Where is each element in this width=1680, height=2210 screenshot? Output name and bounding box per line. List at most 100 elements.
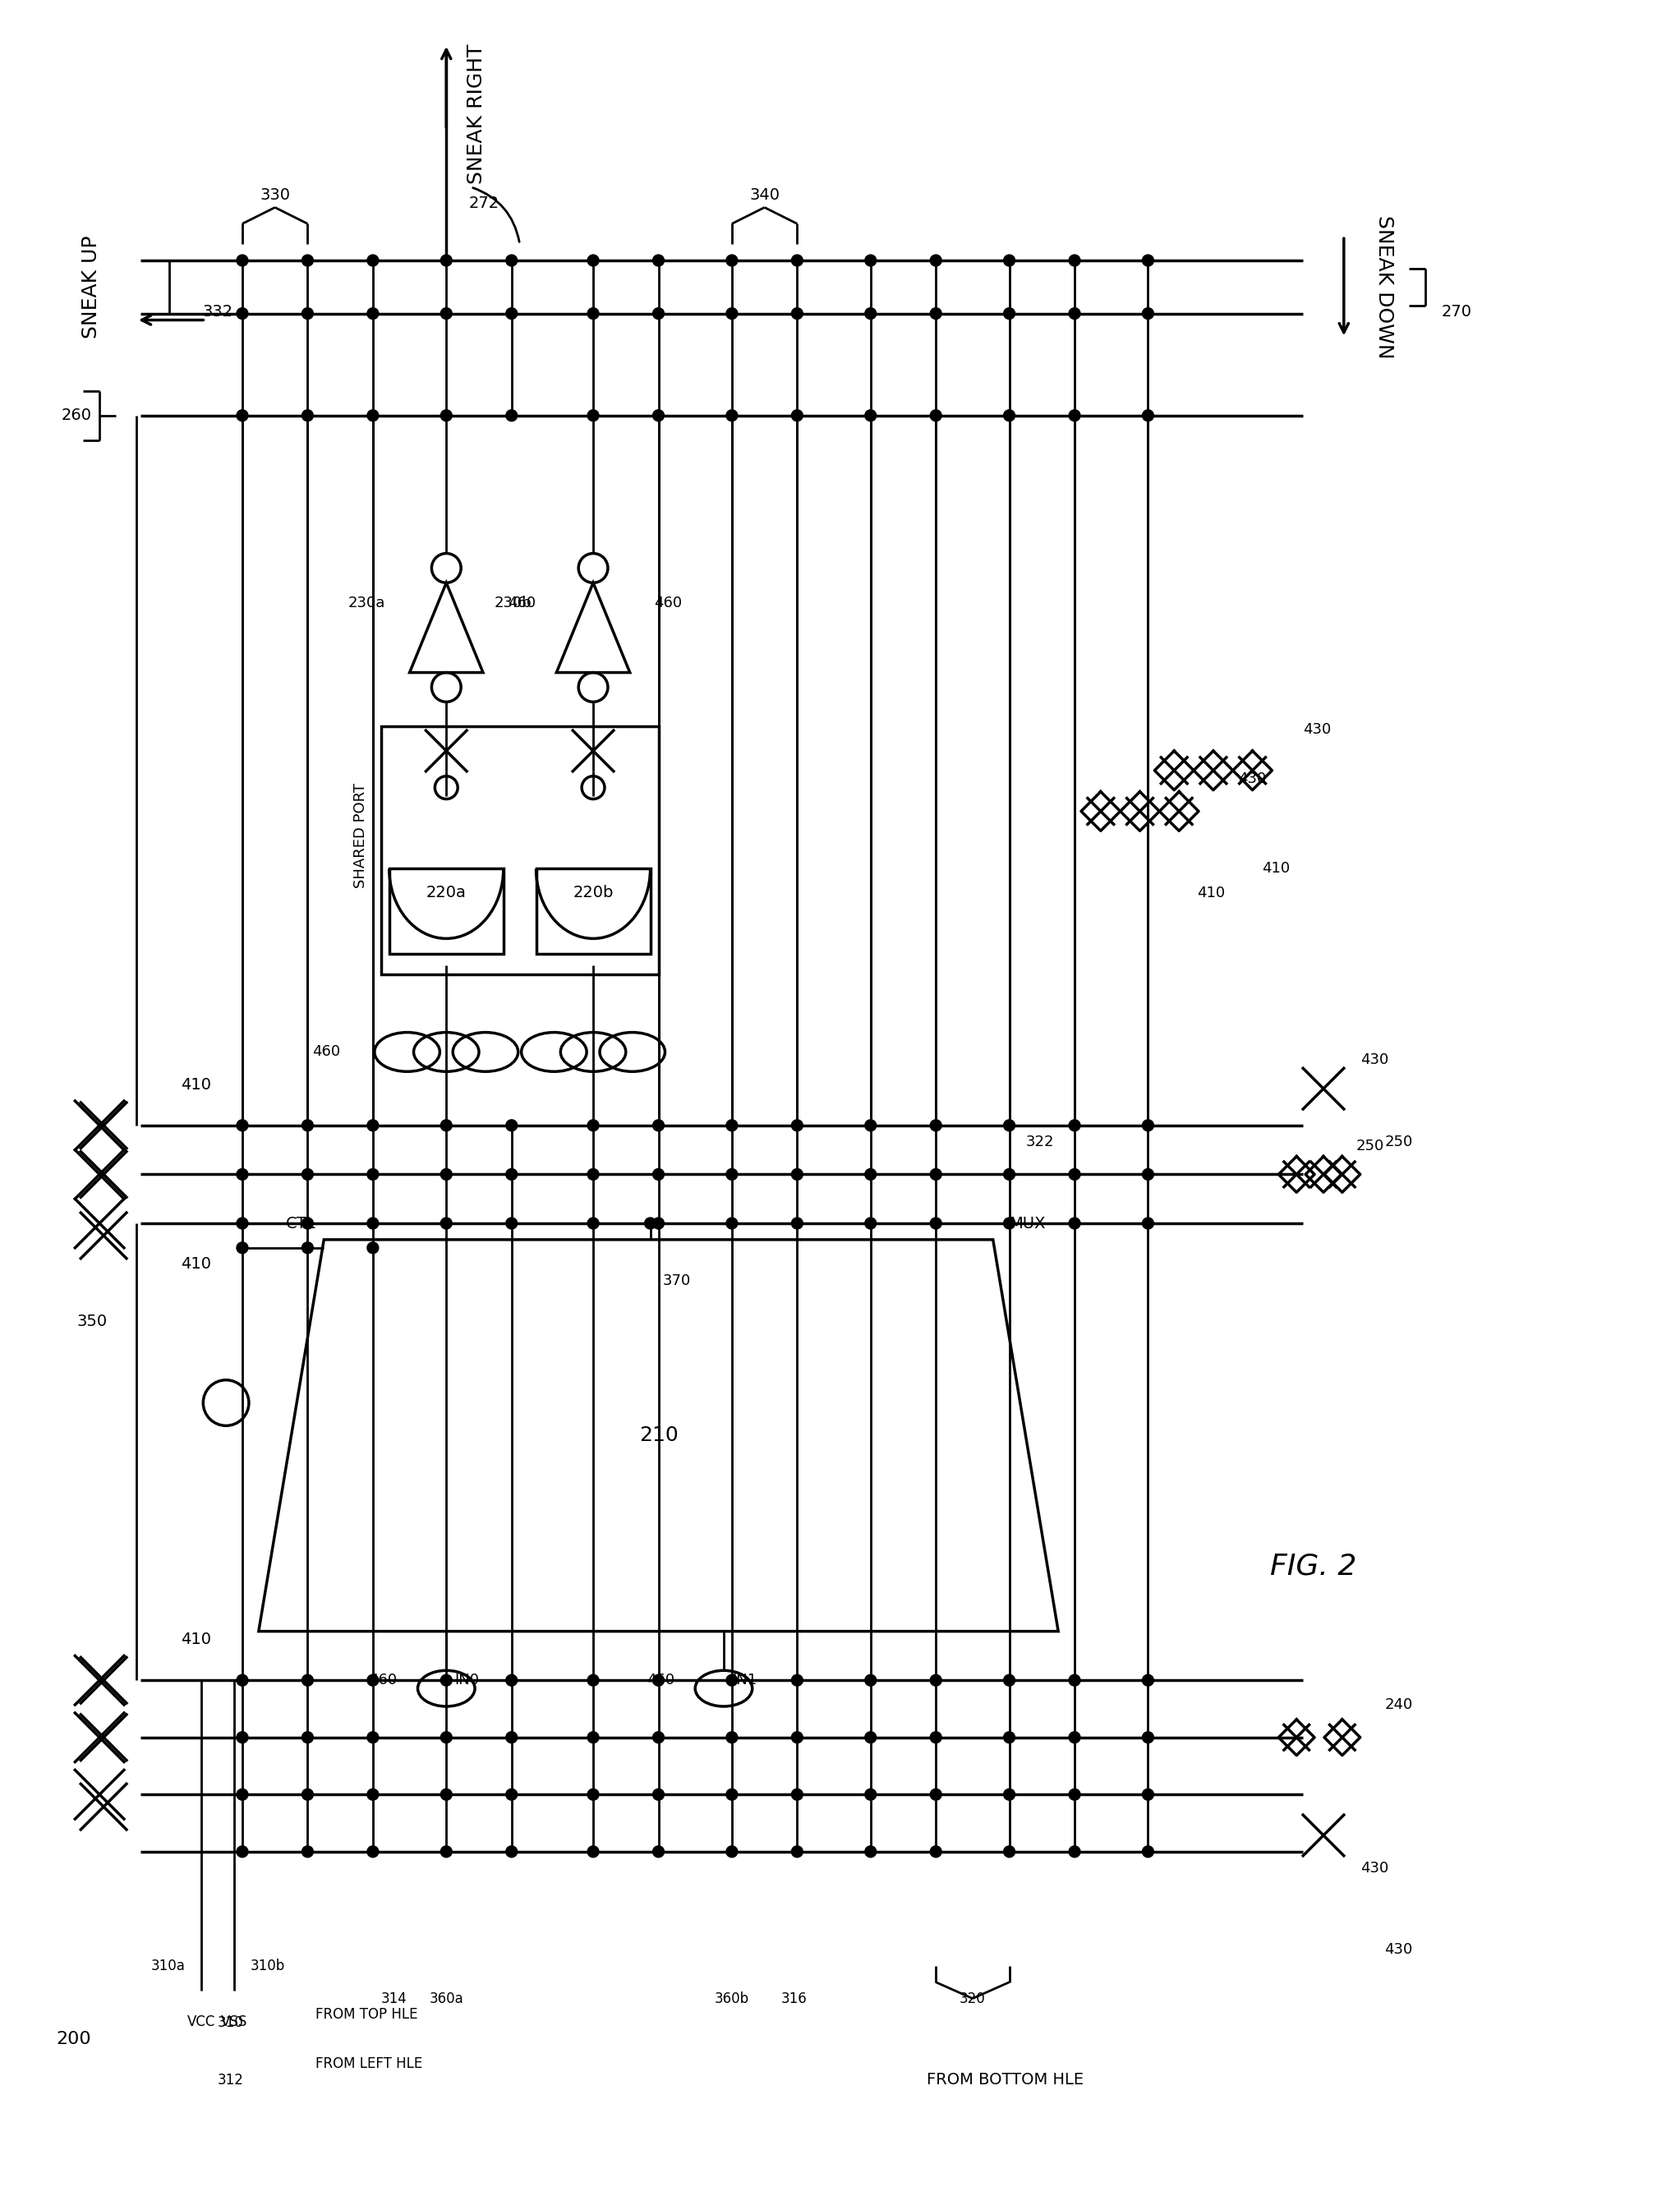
Circle shape [237, 1242, 249, 1253]
Circle shape [368, 1169, 378, 1180]
Circle shape [506, 1675, 517, 1686]
Circle shape [440, 1733, 452, 1744]
Circle shape [506, 1218, 517, 1229]
Circle shape [440, 1675, 452, 1686]
Text: 460: 460 [647, 1673, 675, 1688]
Text: 220b: 220b [573, 884, 613, 902]
Text: FIG. 2: FIG. 2 [1270, 1551, 1357, 1580]
Circle shape [1003, 1120, 1015, 1132]
Circle shape [1068, 1169, 1080, 1180]
Text: 316: 316 [781, 1991, 806, 2007]
Text: 250: 250 [1356, 1138, 1384, 1154]
Circle shape [440, 1169, 452, 1180]
Circle shape [726, 1733, 738, 1744]
Circle shape [865, 254, 877, 265]
Text: 272: 272 [469, 194, 499, 212]
Circle shape [726, 1218, 738, 1229]
Circle shape [506, 254, 517, 265]
Circle shape [726, 1169, 738, 1180]
Circle shape [440, 1845, 452, 1856]
Circle shape [302, 1169, 312, 1180]
Circle shape [440, 1218, 452, 1229]
Circle shape [237, 1169, 249, 1180]
Circle shape [506, 1845, 517, 1856]
Circle shape [791, 1218, 803, 1229]
Circle shape [588, 254, 598, 265]
Text: 312: 312 [218, 2073, 244, 2088]
Circle shape [302, 1218, 312, 1229]
Circle shape [237, 1218, 249, 1229]
Text: 430: 430 [1361, 1861, 1388, 1876]
Circle shape [931, 254, 941, 265]
Circle shape [654, 1733, 664, 1744]
Circle shape [791, 1120, 803, 1132]
Circle shape [237, 1845, 249, 1856]
Circle shape [1003, 409, 1015, 422]
Circle shape [368, 1120, 378, 1132]
Text: SNEAK DOWN: SNEAK DOWN [1374, 214, 1394, 358]
Text: IN1: IN1 [732, 1673, 756, 1688]
Circle shape [865, 1120, 877, 1132]
Circle shape [1068, 1788, 1080, 1801]
Circle shape [302, 409, 312, 422]
Circle shape [726, 307, 738, 318]
Circle shape [1142, 409, 1154, 422]
Circle shape [368, 1675, 378, 1686]
Circle shape [791, 1169, 803, 1180]
Circle shape [237, 307, 249, 318]
Text: 330: 330 [260, 188, 291, 203]
Circle shape [302, 307, 312, 318]
Circle shape [1003, 1675, 1015, 1686]
Text: 430: 430 [1238, 771, 1267, 787]
Circle shape [368, 409, 378, 422]
Circle shape [302, 1120, 312, 1132]
Text: SNEAK UP: SNEAK UP [82, 236, 101, 338]
Text: SHARED PORT: SHARED PORT [353, 782, 368, 888]
Circle shape [1003, 1733, 1015, 1744]
Circle shape [1068, 1120, 1080, 1132]
Text: VSS: VSS [220, 2016, 247, 2029]
Circle shape [931, 1733, 941, 1744]
Circle shape [1068, 254, 1080, 265]
Text: 460: 460 [507, 597, 536, 610]
Circle shape [791, 1733, 803, 1744]
Circle shape [931, 1169, 941, 1180]
Text: 270: 270 [1441, 303, 1472, 318]
Circle shape [1142, 1733, 1154, 1744]
Circle shape [1142, 1675, 1154, 1686]
Text: 210: 210 [638, 1425, 679, 1445]
Circle shape [1142, 1169, 1154, 1180]
Circle shape [726, 1120, 738, 1132]
Circle shape [588, 1733, 598, 1744]
Circle shape [588, 1788, 598, 1801]
Text: FROM LEFT HLE: FROM LEFT HLE [316, 2055, 423, 2071]
Circle shape [302, 254, 312, 265]
Circle shape [506, 1120, 517, 1132]
Text: SNEAK RIGHT: SNEAK RIGHT [467, 44, 487, 183]
Text: 260: 260 [60, 407, 91, 424]
Circle shape [654, 1218, 664, 1229]
Text: 310a: 310a [151, 1958, 185, 1974]
Text: 460: 460 [370, 1673, 398, 1688]
Circle shape [237, 409, 249, 422]
Circle shape [588, 1845, 598, 1856]
Text: 430: 430 [1384, 1943, 1413, 1956]
Circle shape [1142, 307, 1154, 318]
Text: 460: 460 [312, 1045, 341, 1059]
Text: 250: 250 [1384, 1134, 1413, 1149]
Text: 350: 350 [77, 1313, 108, 1328]
Text: 220a: 220a [427, 884, 467, 902]
Circle shape [237, 1788, 249, 1801]
Circle shape [302, 1788, 312, 1801]
Text: 332: 332 [203, 303, 234, 318]
Text: 230a: 230a [348, 597, 385, 610]
FancyArrowPatch shape [474, 188, 519, 241]
Circle shape [588, 1169, 598, 1180]
Circle shape [865, 1169, 877, 1180]
Text: IN0: IN0 [455, 1673, 479, 1688]
Circle shape [654, 1845, 664, 1856]
Circle shape [654, 307, 664, 318]
Circle shape [791, 409, 803, 422]
Circle shape [1068, 409, 1080, 422]
Circle shape [726, 1788, 738, 1801]
